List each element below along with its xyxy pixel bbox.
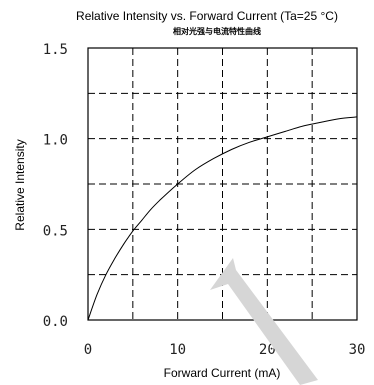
data-series (87, 116, 358, 321)
plot-frame (87, 47, 358, 321)
chart-subtitle: 相对光强与电流特性曲线 (173, 26, 261, 36)
y-tick-label: 0.5 (43, 223, 68, 239)
x-tick-label: 20 (259, 342, 276, 358)
x-tick-label: 0 (84, 342, 92, 358)
x-axis-label: Forward Current (mA) (164, 366, 281, 380)
y-tick-label: 1.5 (43, 42, 68, 58)
tick-labels: 0 10 20 30 0.0 0.5 1.0 1.5 (43, 42, 366, 358)
y-axis-label: Relative Intensity (13, 139, 27, 230)
watermark-mark (210, 258, 318, 385)
series-line-0 (87, 116, 358, 321)
chart-title: Relative Intensity vs. Forward Current (… (76, 9, 338, 23)
x-tick-label: 10 (169, 342, 186, 358)
y-tick-label: 1.0 (43, 133, 68, 149)
x-tick-label: 30 (349, 342, 366, 358)
y-tick-label: 0.0 (43, 314, 68, 330)
